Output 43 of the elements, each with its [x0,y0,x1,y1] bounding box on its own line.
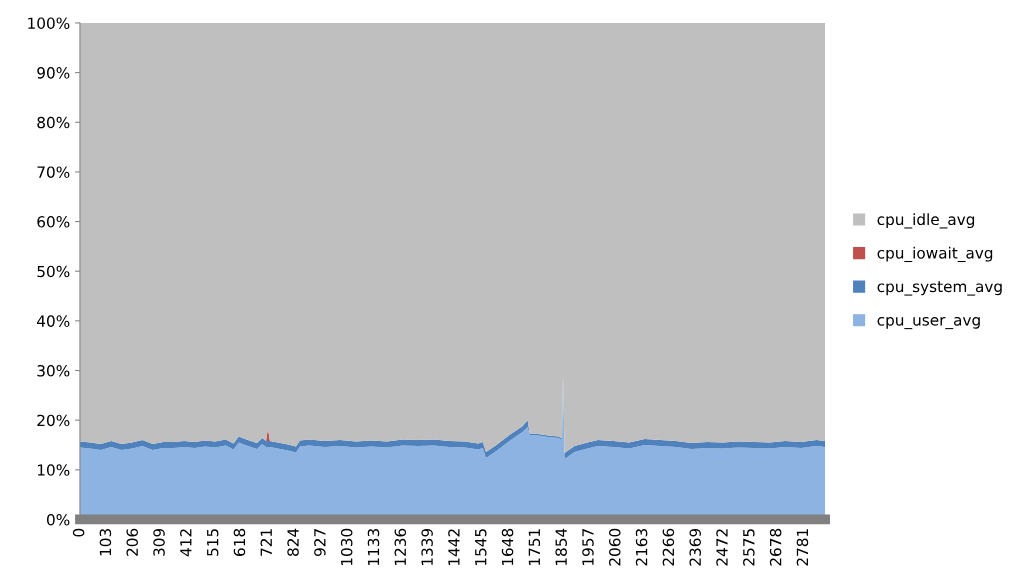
y-tick-label: 70% [37,166,70,178]
legend-label: cpu_idle_avg [877,213,975,229]
x-tick-label: 1751 [528,529,541,566]
y-tick-label: 60% [37,216,70,228]
y-tick-label: 100% [28,17,70,29]
x-tick-label: 2781 [796,529,809,566]
x-tick-label: 0 [72,528,85,537]
x-tick-label: 1957 [582,529,594,566]
x-tick-label: 1545 [475,529,487,566]
x-tick-label: 2369 [689,528,701,566]
x-tick-label: 721 [260,529,272,556]
x-tick-label: 309 [153,528,165,556]
x-tick-label: 1236 [394,528,407,566]
x-tick-label: 2678 [769,528,782,566]
x-tick-label: 2060 [609,528,621,566]
y-tick-label: 50% [37,265,70,278]
x-tick-label: 1030 [340,528,353,566]
x-tick-label: 824 [287,528,299,556]
x-tick-label: 1133 [367,529,380,566]
legend-label: cpu_user_avg [877,316,980,330]
y-tick-label: 40% [37,315,70,327]
x-tick-label: 1854 [555,528,567,566]
x-tick-label: 2472 [716,529,728,566]
legend-label: cpu_iowait_avg [877,246,993,263]
legend-label: cpu_system_avg [877,281,1002,296]
x-tick-label: 2575 [743,529,755,566]
y-tick-label: 0% [47,513,70,526]
y-tick-label: 10% [37,464,70,476]
x-tick-label: 1442 [448,529,460,566]
x-tick-label: 515 [207,529,219,556]
y-tick-label: 20% [37,414,70,427]
x-tick-label: 2163 [635,529,648,566]
x-tick-label: 1648 [501,528,514,566]
x-tick-label: 2266 [662,528,675,566]
y-tick-label: 80% [37,116,70,129]
y-tick-label: 90% [37,67,70,79]
x-tick-label: 927 [314,529,326,556]
x-tick-label: 618 [233,528,246,556]
x-tick-label: 1339 [421,528,433,566]
x-tick-label: 206 [126,528,138,556]
x-tick-label: 412 [180,529,192,557]
y-tick-label: 30% [37,364,70,377]
x-tick-label: 103 [99,529,112,556]
